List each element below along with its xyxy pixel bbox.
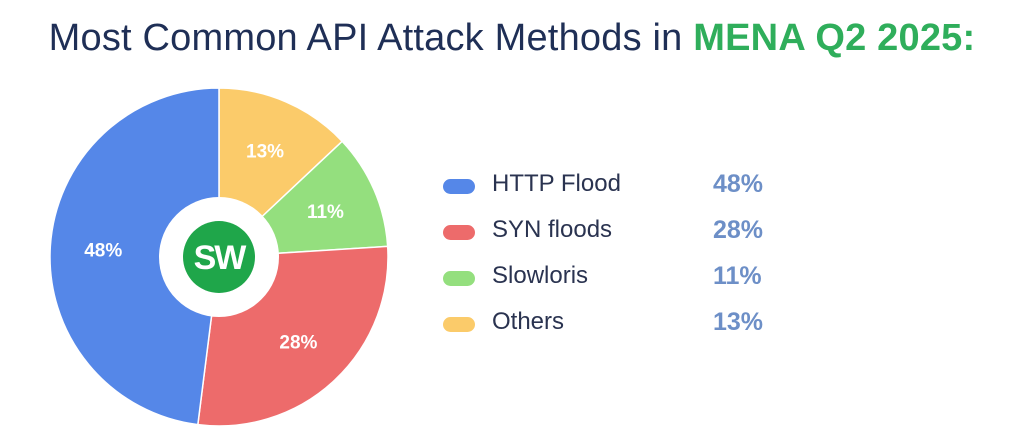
legend-swatch <box>443 225 475 240</box>
chart-title: Most Common API Attack Methods in MENA Q… <box>0 17 1024 60</box>
legend-label: HTTP Flood <box>492 170 621 197</box>
logo-text: SW <box>194 239 248 277</box>
legend-item-slowloris: Slowloris 11% <box>443 260 803 306</box>
slice-label-slowloris: 11% <box>307 202 344 223</box>
legend-value: 48% <box>713 170 764 198</box>
legend-swatch <box>443 179 475 194</box>
legend-item-http-flood: HTTP Flood 48% <box>443 168 803 214</box>
legend-value: 11% <box>713 262 762 290</box>
slice-label-syn-floods: 28% <box>279 333 317 354</box>
donut-chart: 13% 11% 28% 48% SW <box>49 87 389 427</box>
legend: HTTP Flood 48% SYN floods 28% Slowloris … <box>443 168 803 352</box>
legend-value: 13% <box>713 308 764 336</box>
legend-label: Slowloris <box>492 262 589 289</box>
legend-swatch <box>443 271 475 286</box>
title-prefix: Most Common API Attack Methods in <box>48 17 683 59</box>
slice-label-others: 13% <box>246 142 284 163</box>
legend-swatch <box>443 317 475 332</box>
slice-label-http-flood: 48% <box>84 241 122 262</box>
logo-badge <box>183 221 255 293</box>
legend-value: 28% <box>713 216 764 244</box>
legend-item-syn-floods: SYN floods 28% <box>443 214 803 260</box>
title-highlight: MENA Q2 2025: <box>693 17 976 59</box>
legend-label: Others <box>492 308 565 335</box>
legend-label: SYN floods <box>492 216 613 243</box>
legend-item-others: Others 13% <box>443 306 803 352</box>
slice-http-flood <box>49 87 220 426</box>
